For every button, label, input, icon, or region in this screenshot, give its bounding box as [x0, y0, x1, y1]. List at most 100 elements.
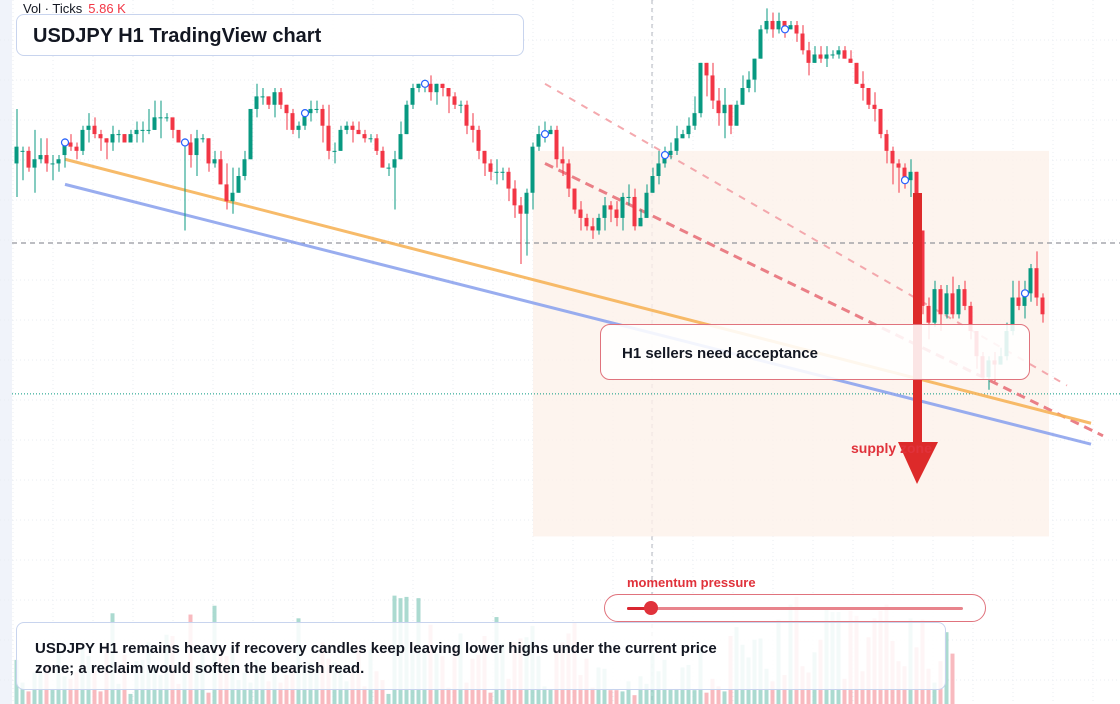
- candle-body: [794, 25, 799, 34]
- supply-zone-label: supply zone: [851, 440, 932, 456]
- candle-body: [476, 129, 481, 151]
- candle-body: [386, 167, 391, 169]
- volume-bar: [716, 686, 721, 704]
- candle-body: [302, 113, 307, 126]
- candle-body: [674, 138, 679, 151]
- volume-bar: [236, 680, 241, 704]
- candle-body: [164, 117, 169, 119]
- candle-body: [824, 54, 829, 59]
- volume-bar: [692, 690, 697, 704]
- candle-body: [1016, 297, 1021, 306]
- candle-body: [812, 54, 817, 63]
- candle-body: [536, 134, 541, 147]
- callout-text: H1 sellers need acceptance: [622, 345, 818, 362]
- candle-body: [98, 134, 103, 139]
- candle-body: [368, 138, 373, 140]
- volume-bar: [704, 692, 709, 704]
- candle-body: [884, 134, 889, 151]
- candle-body: [584, 217, 589, 227]
- volume-bar: [608, 690, 613, 704]
- candle-body: [740, 88, 745, 105]
- candle-body: [1034, 268, 1039, 298]
- volume-legend[interactable]: Vol · Ticks 5.86 K: [23, 1, 126, 16]
- candle-body: [326, 125, 331, 151]
- arrow-layer: [898, 193, 938, 484]
- candle-body: [176, 129, 181, 143]
- candle-body: [788, 25, 793, 30]
- candle-body: [116, 134, 121, 136]
- event-marker: [60, 138, 70, 147]
- candle-body: [434, 83, 439, 93]
- candle-body: [956, 289, 961, 315]
- candle-body: [68, 142, 73, 147]
- candle-body: [692, 113, 697, 126]
- candle-body: [842, 50, 847, 59]
- volume-bar: [644, 683, 649, 704]
- candle-body: [320, 108, 325, 126]
- candle-body: [728, 104, 733, 126]
- candle-body: [416, 83, 421, 88]
- candle-body: [800, 33, 805, 51]
- candle-body: [710, 75, 715, 101]
- candle-body: [254, 96, 259, 109]
- candle-body: [206, 138, 211, 164]
- volume-bar: [626, 681, 631, 704]
- event-marker: [180, 138, 190, 147]
- candle-body: [266, 96, 271, 105]
- candle-body: [500, 171, 505, 173]
- volume-legend-label: Vol · Ticks: [23, 1, 83, 16]
- candle-body: [356, 129, 361, 135]
- volume-bar: [590, 687, 595, 704]
- candle-body: [602, 205, 607, 218]
- candle-body: [404, 104, 409, 135]
- volume-bar: [542, 686, 547, 704]
- candle-body: [26, 150, 31, 168]
- candle-body: [200, 138, 205, 140]
- candle-body: [128, 134, 133, 143]
- candle-body: [308, 108, 313, 114]
- candle-body: [686, 125, 691, 135]
- candle-body: [716, 100, 721, 114]
- candle-body: [518, 205, 523, 214]
- volume-bar: [380, 680, 385, 704]
- candle-body: [56, 159, 61, 164]
- candle-body: [968, 305, 973, 332]
- candle-body: [14, 146, 19, 164]
- event-marker: [300, 109, 310, 118]
- summary-box: USDJPY H1 remains heavy if recovery cand…: [16, 622, 946, 690]
- candle-body: [410, 88, 415, 105]
- volume-bar: [68, 678, 73, 704]
- volume-bar: [344, 681, 349, 704]
- candle-body: [212, 159, 217, 164]
- volume-bar: [386, 693, 391, 704]
- candle-body: [848, 58, 853, 63]
- candle-body: [218, 159, 223, 185]
- candle-body: [698, 62, 703, 114]
- candle-body: [374, 138, 379, 151]
- candle-body: [236, 176, 241, 193]
- candle-body: [548, 129, 553, 135]
- volume-bar: [116, 683, 121, 704]
- volume-bar: [932, 682, 937, 704]
- candle-body: [860, 83, 865, 88]
- candle-body: [104, 138, 109, 143]
- candle-body: [734, 104, 739, 126]
- candle-body: [644, 192, 649, 218]
- volume-bar: [638, 676, 643, 704]
- candle-body: [296, 125, 301, 130]
- candle-body: [464, 104, 469, 126]
- candle-body: [902, 167, 907, 181]
- candle-body: [668, 150, 673, 156]
- volume-bar: [248, 682, 253, 704]
- candle-body: [452, 96, 457, 105]
- candle-body: [944, 293, 949, 315]
- volume-bar: [446, 687, 451, 704]
- candle-body: [512, 188, 517, 206]
- candle-body: [962, 289, 967, 306]
- candle-body: [524, 192, 529, 214]
- candle-body: [122, 134, 127, 143]
- candle-body: [32, 159, 37, 168]
- event-marker: [420, 79, 430, 88]
- candle-body: [344, 125, 349, 130]
